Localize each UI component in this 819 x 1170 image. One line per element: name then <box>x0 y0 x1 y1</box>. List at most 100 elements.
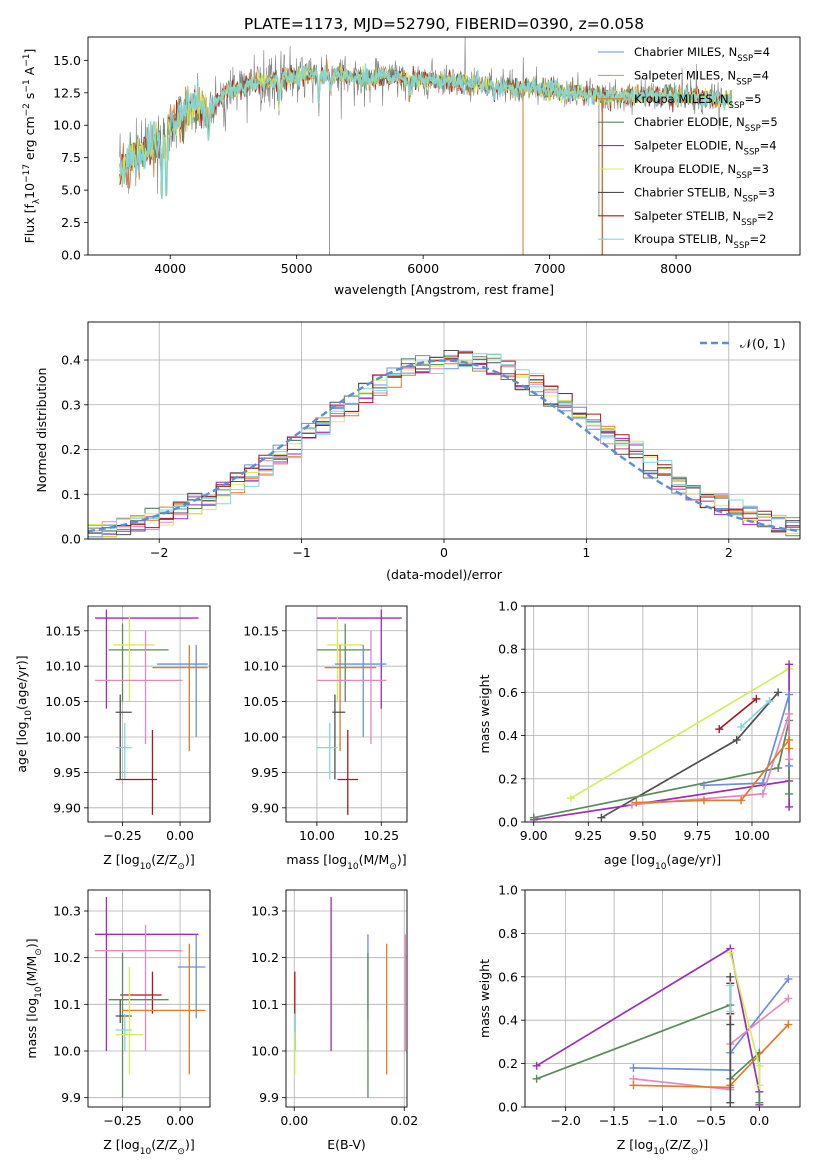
weight-marker <box>726 1020 735 1029</box>
errorbar-point <box>316 722 338 780</box>
weight-marker <box>755 1098 764 1107</box>
x-tick-label: −1.5 <box>599 1113 629 1128</box>
errorbar-point <box>108 953 169 1098</box>
y-tick-label: 0.2 <box>498 1056 518 1071</box>
y-tick-label: 0.2 <box>498 771 518 786</box>
y-tick-label: 9.95 <box>251 765 279 780</box>
legend: Chabrier MILES, NSSP=4 Salpeter MILES, NS… <box>598 45 778 251</box>
errorbar-point <box>115 694 132 780</box>
errorbar-point <box>115 722 132 780</box>
errorbar-point <box>152 644 208 752</box>
plot-area-mass_vs_ebv <box>294 897 407 1098</box>
weight-marker <box>785 660 794 669</box>
errorbar-point <box>94 630 183 745</box>
y-tick-label: 9.90 <box>251 800 279 815</box>
x-axis-label: wavelength [Angstrom, rest frame] <box>334 282 554 297</box>
y-tick-label: 10.2 <box>251 950 279 965</box>
x-tick-label: 0.0 <box>749 1113 769 1128</box>
y-tick-label: 10.00 <box>45 730 81 745</box>
x-tick-label: 9.25 <box>574 828 602 843</box>
x-tick-label: −0.25 <box>103 828 141 843</box>
x-axis-label: (data-model)/error <box>386 567 503 582</box>
axes-mass_vs_Z: −0.25 0.00 9.9 10.0 10.1 10.2 10.3 Z [log10(Z/Z… <box>24 889 211 1157</box>
weight-line <box>533 664 790 821</box>
weight-marker <box>627 800 636 809</box>
axes-spectrum: 4000 5000 6000 7000 8000 0.0 2.5 5.0 7.5 10.0 12.5… <box>22 36 801 297</box>
x-tick-label: 0.00 <box>166 828 194 843</box>
axes-residuals: −2 −1 0 1 2 0.0 0.1 0.2 0.3 0.4 𝒩(0, 1) (data-model… <box>34 321 801 582</box>
legend-label: Salpeter MILES, NSSP=4 <box>634 68 769 87</box>
y-tick-label: 10.00 <box>243 730 279 745</box>
x-tick-label: −1.0 <box>647 1113 677 1128</box>
errorbar-point <box>108 623 169 702</box>
weight-marker <box>785 789 794 798</box>
weight-line <box>740 700 770 728</box>
y-tick-label: 0.8 <box>498 926 518 941</box>
axes-frame <box>285 889 408 1108</box>
x-tick-label: 6000 <box>407 261 439 276</box>
errorbar-point <box>177 934 206 1019</box>
weight-line <box>536 947 761 1105</box>
y-tick-label: 10.2 <box>53 950 81 965</box>
y-tick-label: 10.3 <box>251 904 279 919</box>
x-tick-label: 2 <box>725 545 733 560</box>
errorbar-point <box>334 644 387 738</box>
errorbar-point <box>94 609 199 709</box>
x-tick-label: 10.00 <box>734 828 770 843</box>
y-axis-label: mass weight <box>477 959 492 1038</box>
plot-area-residuals <box>88 350 800 538</box>
y-axis-label: Normed distribution <box>34 368 49 493</box>
y-tick-label: 1.0 <box>498 883 518 898</box>
y-tick-label: 10.05 <box>243 694 279 709</box>
weight-marker <box>699 796 708 805</box>
weight-marker <box>785 735 794 744</box>
errorbar-point <box>115 729 158 815</box>
y-tick-label: 0.1 <box>61 487 81 502</box>
x-tick-label: 1 <box>582 545 590 560</box>
weight-marker <box>785 690 794 699</box>
plot-area-age_vs_mass <box>316 609 402 815</box>
weight-marker <box>726 981 735 990</box>
x-axis-label: Z [log10(Z/Z⊙)] <box>617 1137 708 1157</box>
weight-marker <box>784 974 793 983</box>
weight-marker <box>529 813 538 822</box>
y-tick-label: 15.0 <box>53 53 81 68</box>
weight-marker <box>532 1061 541 1070</box>
x-tick-label: 9.00 <box>520 828 548 843</box>
legend-label: Kroupa STELIB, NSSP=2 <box>634 232 766 251</box>
weight-marker <box>629 1063 638 1072</box>
model-spectrum <box>118 63 732 200</box>
y-tick-label: 10.0 <box>251 1044 279 1059</box>
y-tick-label: 9.90 <box>53 800 81 815</box>
y-tick-label: 9.95 <box>53 765 81 780</box>
axes-weight_vs_age: 9.00 9.25 9.50 9.75 10.00 0.0 0.2 0.4 0.6 0.8 1.0 a… <box>477 599 801 872</box>
x-tick-label: 8000 <box>660 261 692 276</box>
y-tick-label: 10.10 <box>45 659 81 674</box>
weight-marker <box>726 948 735 957</box>
weight-marker <box>755 1061 764 1070</box>
y-tick-label: 0.0 <box>61 248 81 263</box>
weight-line <box>718 698 757 730</box>
errorbar-point <box>316 623 371 702</box>
y-tick-label: 0.0 <box>498 1100 518 1115</box>
x-tick-label: −1 <box>292 545 310 560</box>
x-axis-label: Z [log10(Z/Z⊙)] <box>103 1137 194 1157</box>
x-tick-label: 7000 <box>534 261 566 276</box>
x-tick-label: 10.25 <box>363 828 399 843</box>
weight-marker <box>765 697 774 706</box>
legend-label: Chabrier STELIB, NSSP=3 <box>634 185 775 204</box>
errorbar-point <box>324 644 377 752</box>
weight-marker <box>785 755 794 764</box>
weight-marker <box>758 789 767 798</box>
y-tick-label: 0.4 <box>498 1013 518 1028</box>
errorbar-point <box>316 609 402 709</box>
axes-frame <box>524 605 801 823</box>
axes-frame <box>87 36 801 256</box>
y-tick-label: 10.15 <box>45 623 81 638</box>
y-tick-label: 10.1 <box>53 997 81 1012</box>
y-tick-label: 5.0 <box>61 183 81 198</box>
y-axis-label: mass weight <box>477 674 492 753</box>
y-tick-label: 1.0 <box>498 599 518 614</box>
y-tick-label: 0.0 <box>498 815 518 830</box>
